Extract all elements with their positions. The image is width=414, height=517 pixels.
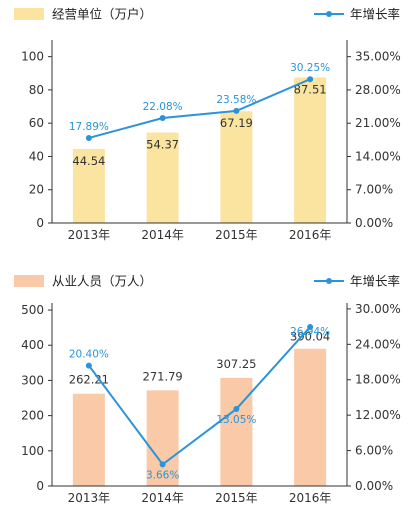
- growth-value-label-3: 13.05%: [216, 414, 256, 426]
- growth-point-4: [307, 76, 314, 83]
- x-tick-label-4: 2016年: [289, 491, 332, 505]
- growth-value-label-2: 22.08%: [143, 101, 183, 113]
- growth-point-2: [159, 461, 166, 468]
- y-tick-label-right: 35.00%: [355, 50, 401, 64]
- y-tick-label-right: 0.00%: [355, 479, 393, 493]
- x-tick-label-3: 2015年: [215, 228, 258, 242]
- x-tick-label-4: 2016年: [289, 228, 332, 242]
- y-tick-label-left: 100: [21, 444, 44, 458]
- bar-3: [220, 111, 253, 223]
- growth-value-label-4: 30.25%: [290, 62, 330, 74]
- bar-3: [220, 377, 253, 486]
- x-tick-label-3: 2015年: [215, 491, 258, 505]
- y-tick-label-left: 20: [29, 183, 44, 197]
- x-tick-label-2: 2014年: [141, 228, 184, 242]
- y-tick-label-right: 14.00%: [355, 149, 401, 163]
- growth-value-label-4: 26.94%: [290, 326, 330, 338]
- legend-bar-swatch: [14, 8, 44, 20]
- y-tick-label-left: 0: [36, 479, 44, 493]
- legend-line-label: 年增长率: [350, 7, 400, 22]
- x-tick-label-2: 2014年: [141, 491, 184, 505]
- growth-line: [88, 78, 311, 139]
- bar-value-label-3: 67.19: [220, 116, 253, 130]
- y-tick-label-right: 6.00%: [355, 444, 393, 458]
- growth-point-1: [85, 362, 92, 369]
- y-tick-label-right: 30.00%: [355, 302, 401, 316]
- y-tick-label-left: 40: [29, 149, 44, 163]
- y-tick-label-left: 0: [36, 216, 44, 230]
- y-tick-label-right: 12.00%: [355, 408, 401, 422]
- y-tick-label-right: 21.00%: [355, 116, 401, 130]
- bar-value-label-2: 54.37: [146, 138, 179, 152]
- bar-1: [72, 148, 105, 223]
- growth-value-label-1: 17.89%: [69, 121, 109, 133]
- growth-point-2: [159, 115, 166, 122]
- chart-2: 从业人员（万人） 年增长率 0 100 200 300 400 500 0.00% 6.00% 12…: [14, 274, 401, 505]
- y-tick-label-left: 200: [21, 409, 44, 423]
- bar-2: [146, 132, 179, 223]
- bar-value-label-1: 44.54: [72, 154, 105, 168]
- bar-value-label-1: 262.21: [69, 373, 109, 387]
- x-tick-label-1: 2013年: [68, 228, 111, 242]
- legend-line-label: 年增长率: [350, 274, 400, 289]
- growth-value-label-1: 20.40%: [69, 349, 109, 361]
- growth-value-label-2: 3.66%: [146, 469, 179, 481]
- x-tick-label-1: 2013年: [68, 491, 111, 505]
- legend-bar-swatch: [14, 275, 44, 287]
- legend-line-marker: [326, 11, 332, 17]
- y-tick-label-left: 100: [21, 50, 44, 64]
- growth-point-4: [307, 323, 314, 330]
- y-tick-label-right: 7.00%: [355, 183, 393, 197]
- legend-bar-label: 经营单位（万户）: [52, 7, 152, 22]
- bar-value-label-2: 271.79: [143, 369, 183, 383]
- y-tick-label-right: 18.00%: [355, 373, 401, 387]
- bar-2: [146, 390, 179, 486]
- chart-1: 经营单位（万户） 年增长率 0 20 40 60 80 100 0.00% 7.00% 14.00%…: [14, 7, 401, 242]
- y-tick-label-right: 0.00%: [355, 216, 393, 230]
- bar-value-label-3: 307.25: [216, 357, 256, 371]
- bar-4: [294, 77, 327, 223]
- growth-point-3: [233, 405, 240, 412]
- y-tick-label-left: 500: [21, 303, 44, 317]
- y-tick-label-left: 400: [21, 338, 44, 352]
- y-tick-label-right: 24.00%: [355, 337, 401, 351]
- y-tick-label-left: 80: [29, 83, 44, 97]
- growth-point-1: [85, 134, 92, 141]
- growth-value-label-3: 23.58%: [216, 94, 256, 106]
- bar-value-label-4: 87.51: [294, 82, 327, 96]
- y-tick-label-left: 60: [29, 116, 44, 130]
- legend-line-marker: [326, 278, 332, 284]
- growth-line: [88, 326, 311, 466]
- bar-1: [72, 393, 105, 486]
- bar-4: [294, 348, 327, 486]
- y-tick-label-left: 300: [21, 373, 44, 387]
- legend-bar-label: 从业人员（万人）: [52, 274, 152, 289]
- growth-point-3: [233, 107, 240, 114]
- bar-value-label-4: 390.04: [290, 330, 330, 344]
- y-tick-label-right: 28.00%: [355, 83, 401, 97]
